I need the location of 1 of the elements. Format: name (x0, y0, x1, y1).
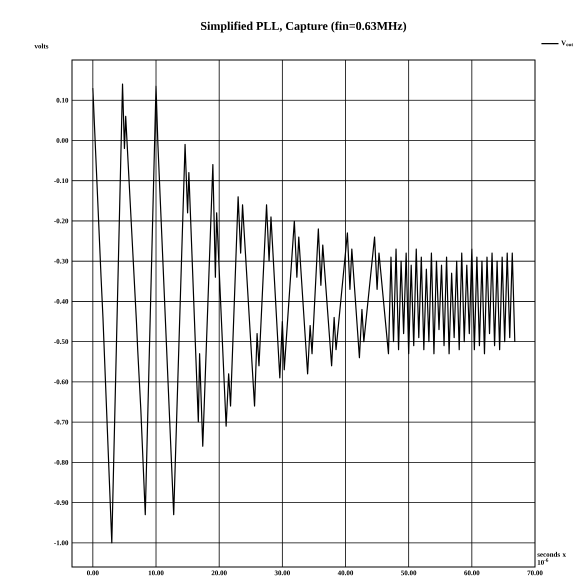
chart-title: Simplified PLL, Capture (fin=0.63MHz) (201, 21, 406, 32)
